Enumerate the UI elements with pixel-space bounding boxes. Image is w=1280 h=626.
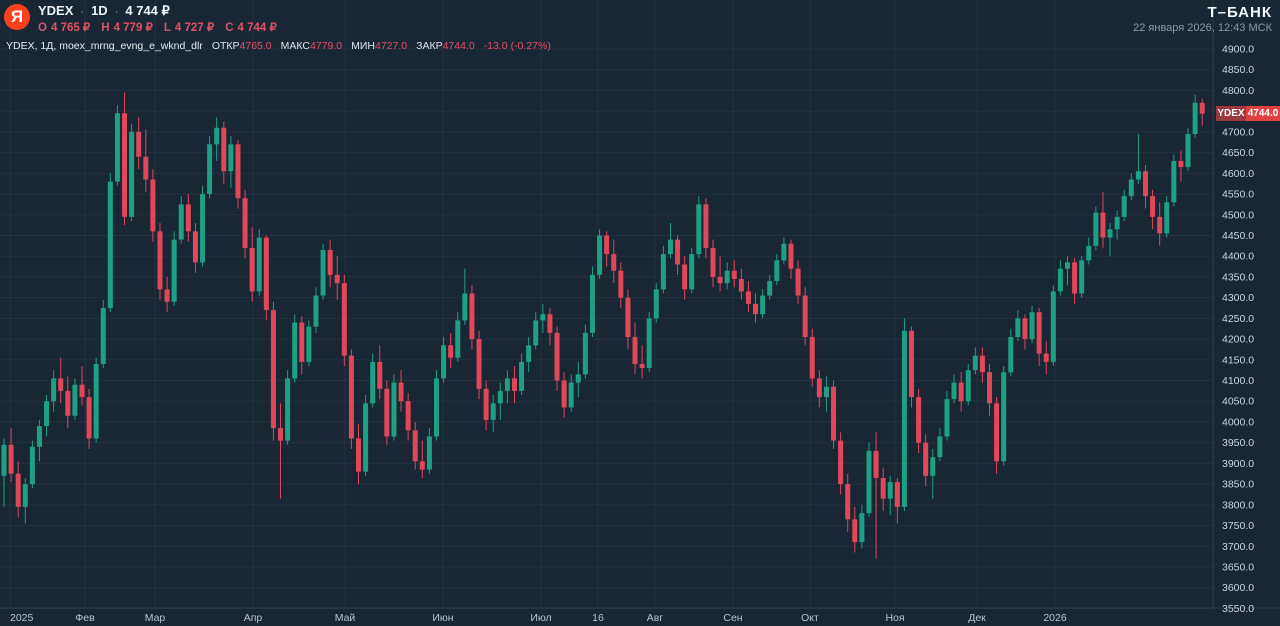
last-price-badge: YDEX 4744.0 bbox=[1216, 106, 1280, 122]
chart-grid bbox=[0, 0, 1213, 609]
svg-text:4050.0: 4050.0 bbox=[1222, 396, 1254, 408]
svg-text:4250.0: 4250.0 bbox=[1222, 313, 1254, 325]
svg-text:Мар: Мар bbox=[145, 612, 166, 624]
svg-text:Сен: Сен bbox=[723, 612, 742, 624]
svg-text:Фев: Фев bbox=[75, 612, 95, 624]
svg-text:2025: 2025 bbox=[10, 612, 34, 624]
symbol: YDEX bbox=[38, 3, 74, 18]
svg-text:3700.0: 3700.0 bbox=[1222, 541, 1254, 553]
high-label: H bbox=[101, 22, 110, 34]
low-label: L bbox=[163, 22, 171, 34]
svg-text:3800.0: 3800.0 bbox=[1222, 499, 1254, 511]
legend-high-value: 4779.0 bbox=[309, 40, 343, 52]
chart-legend: YDEX, 1Д, moex_mrng_evng_e_wknd_dlr ОТКР… bbox=[6, 40, 551, 52]
bank-name: Т–БАНК bbox=[1207, 4, 1272, 21]
svg-text:3850.0: 3850.0 bbox=[1222, 479, 1254, 491]
svg-text:3750.0: 3750.0 bbox=[1222, 520, 1254, 532]
yandex-logo-icon: Я bbox=[4, 4, 30, 30]
svg-text:3650.0: 3650.0 bbox=[1222, 562, 1254, 574]
svg-text:Май: Май bbox=[335, 612, 356, 624]
svg-text:3600.0: 3600.0 bbox=[1222, 582, 1254, 594]
svg-text:4700.0: 4700.0 bbox=[1222, 126, 1254, 138]
close-label: C bbox=[225, 22, 234, 34]
svg-text:Дек: Дек bbox=[968, 612, 986, 624]
svg-text:4150.0: 4150.0 bbox=[1222, 354, 1254, 366]
current-price: 4 744 ₽ bbox=[125, 3, 170, 18]
legend-open-label: ОТКР bbox=[211, 40, 240, 52]
svg-text:2026: 2026 bbox=[1043, 612, 1067, 624]
svg-text:3900.0: 3900.0 bbox=[1222, 458, 1254, 470]
candles-layer bbox=[1, 92, 1205, 559]
legend-close-label: ЗАКР bbox=[416, 40, 443, 52]
time-axis[interactable]: 2025 Фев Мар Апр Май Июн Июл 16 Авг Сен Окт Ноя Дек 2… bbox=[10, 612, 1067, 624]
svg-text:4450.0: 4450.0 bbox=[1222, 230, 1254, 242]
price-axis[interactable]: 4900.04850.04800.04750.04700.04650.04600… bbox=[1222, 44, 1254, 615]
badge-symbol: YDEX bbox=[1216, 106, 1246, 122]
low-value: 4 727 ₽ bbox=[174, 22, 215, 34]
legend-close-value: 4744.0 bbox=[442, 40, 475, 52]
svg-text:4350.0: 4350.0 bbox=[1222, 271, 1254, 283]
timestamp: 22 января 2026, 12:43 МСК bbox=[1133, 22, 1272, 34]
separator-dot: · bbox=[80, 6, 85, 18]
svg-text:Апр: Апр bbox=[244, 612, 263, 624]
svg-text:16: 16 bbox=[592, 612, 604, 624]
series-title: YDEX, 1Д, moex_mrng_evng_e_wknd_dlr bbox=[6, 40, 203, 52]
legend-low-value: 4727.0 bbox=[375, 40, 408, 52]
svg-text:4850.0: 4850.0 bbox=[1222, 64, 1254, 76]
legend-open-value: 4765.0 bbox=[239, 40, 272, 52]
svg-text:Ноя: Ноя bbox=[885, 612, 904, 624]
axis-borders bbox=[0, 0, 1280, 609]
interval: 1D bbox=[91, 3, 108, 18]
close-value: 4 744 ₽ bbox=[237, 22, 277, 34]
open-value: 4 765 ₽ bbox=[50, 22, 91, 34]
legend-high-label: МАКС bbox=[280, 40, 310, 52]
svg-text:4650.0: 4650.0 bbox=[1222, 147, 1254, 159]
bank-header: Т–БАНК 22 января 2026, 12:43 МСК bbox=[1133, 5, 1272, 35]
badge-price: 4744.0 bbox=[1246, 106, 1280, 122]
svg-text:4100.0: 4100.0 bbox=[1222, 375, 1254, 387]
svg-text:4550.0: 4550.0 bbox=[1222, 189, 1254, 201]
svg-text:4300.0: 4300.0 bbox=[1222, 292, 1254, 304]
change-value: -13.0 (-0.27%) bbox=[483, 40, 551, 52]
legend-low-label: МИН bbox=[351, 40, 375, 52]
svg-text:3950.0: 3950.0 bbox=[1222, 437, 1254, 449]
svg-text:4000.0: 4000.0 bbox=[1222, 416, 1254, 428]
svg-text:Авг: Авг bbox=[647, 612, 664, 624]
svg-text:4900.0: 4900.0 bbox=[1222, 44, 1254, 56]
svg-text:4500.0: 4500.0 bbox=[1222, 209, 1254, 221]
high-value: 4 779 ₽ bbox=[113, 22, 153, 34]
svg-text:Окт: Окт bbox=[801, 612, 819, 624]
svg-text:Июн: Июн bbox=[432, 612, 453, 624]
svg-text:Июл: Июл bbox=[530, 612, 551, 624]
svg-text:4600.0: 4600.0 bbox=[1222, 168, 1254, 180]
svg-text:4400.0: 4400.0 bbox=[1222, 251, 1254, 263]
svg-text:4200.0: 4200.0 bbox=[1222, 334, 1254, 346]
svg-text:3550.0: 3550.0 bbox=[1222, 603, 1254, 615]
svg-text:4800.0: 4800.0 bbox=[1222, 85, 1254, 97]
open-label: O bbox=[38, 22, 47, 34]
separator-dot: · bbox=[114, 6, 119, 18]
